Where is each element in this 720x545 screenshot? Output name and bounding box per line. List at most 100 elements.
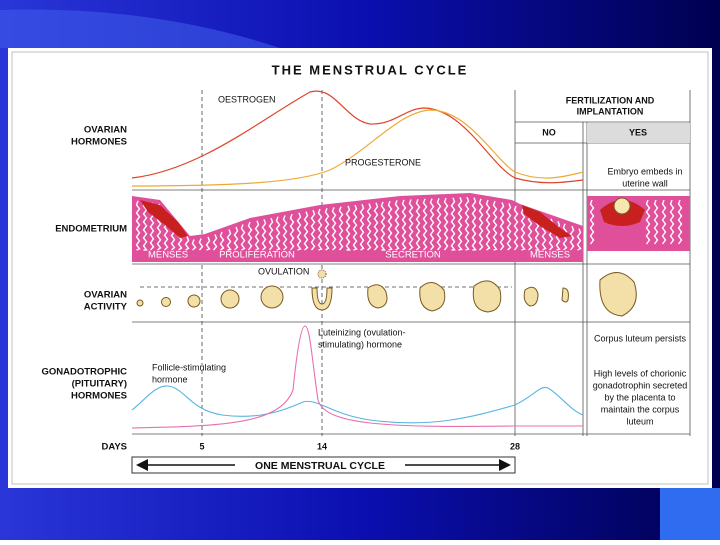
progesterone-curve [131,109,584,187]
row-dividers [132,90,691,436]
chorionic-note: by the placenta to [604,392,675,402]
gland [450,197,456,251]
fsh-label: Follicle-stimulating [152,362,226,372]
gland [478,198,484,251]
gland [506,203,512,251]
gland [296,212,302,251]
gland [492,200,498,251]
gland [142,201,148,251]
gland [513,205,519,251]
row-label: GONADOTROPHIC [42,367,128,378]
chorionic-note: maintain the corpus [601,404,680,414]
gland [366,203,372,251]
gland [226,229,232,251]
gland [387,200,393,251]
gland [205,236,211,251]
gland [589,199,595,245]
oestrogen-label: OESTROGEN [218,94,276,104]
gland [653,199,659,245]
fsh-label: hormone [152,374,188,384]
gland [569,225,575,251]
row-label: HORMONES [71,137,127,148]
embryo-note: uterine wall [622,178,668,188]
gland [184,236,190,251]
endometrium-band [132,193,583,262]
phase-label: NO MENSTRUATION [592,250,684,261]
gland [422,198,428,251]
gland [394,200,400,251]
endometrium [132,193,690,262]
lh-curve [131,325,583,429]
gland [457,197,463,251]
gland [661,199,667,245]
chorionic-note: High levels of chorionic [594,368,687,378]
gland [191,239,197,251]
gland [645,199,651,245]
chorionic-note: luteum [626,416,653,426]
gland [338,206,344,251]
gland [464,196,470,251]
gland [576,228,582,251]
day-label: 14 [317,441,327,451]
gland [317,208,323,251]
lh-label: stimulating) hormone [318,339,402,349]
row-label: (PITUITARY) [72,379,127,390]
gland [415,198,421,251]
gland [331,207,337,251]
gland [212,234,218,251]
row-label: DAYS [101,442,127,453]
gland [669,199,675,245]
follicles [136,269,637,317]
lh-label: Luteinizing (ovulation- [318,327,406,337]
phase-label: PROLIFERATION [219,250,295,261]
gland [345,205,351,251]
gland [499,202,505,251]
row-label: OVARIAN [84,290,127,301]
row-label: ENDOMETRIUM [55,224,127,235]
gland [261,219,267,251]
gland [254,220,260,251]
yes-header-bg [587,123,690,143]
oestrogen-curve [131,90,584,184]
gland [247,221,253,251]
gland [443,197,449,251]
ovulation-label: OVULATION [258,266,309,276]
decor-square [660,488,720,540]
row-label: ACTIVITY [84,302,128,313]
phase-label: MENSES [148,250,188,261]
phase-label: MENSES [530,250,570,261]
decor-swoosh [0,9,280,48]
gland [429,198,435,251]
no-label: NO [542,127,556,137]
progesterone-label: PROGESTERONE [345,157,421,167]
cycle-label: ONE MENSTRUAL CYCLE [255,460,385,472]
endometrium-yes [587,196,690,251]
gland [373,202,379,251]
gland [520,208,526,251]
day-label: 5 [199,441,204,451]
gland [562,223,568,251]
gland [401,199,407,251]
gland [240,224,246,251]
gland [677,199,683,245]
fertilization-header: IMPLANTATION [577,106,644,116]
gland [268,217,274,251]
fsh-curve [131,385,584,424]
embryo-note: Embryo embeds in [607,166,682,176]
title: THE MENSTRUAL CYCLE [272,62,469,77]
gland [359,204,365,251]
yes-label: YES [629,127,647,137]
corpus-note: Corpus luteum persists [594,333,687,343]
cycle-label-bg [235,458,405,472]
gland [303,211,309,251]
gland [198,238,204,251]
gland [555,221,561,251]
gland [135,200,141,251]
menses-blood [522,205,572,238]
embryo [613,197,631,215]
gland [282,215,288,251]
gland [380,201,386,251]
gland [471,197,477,251]
row-label: HORMONES [71,391,127,402]
